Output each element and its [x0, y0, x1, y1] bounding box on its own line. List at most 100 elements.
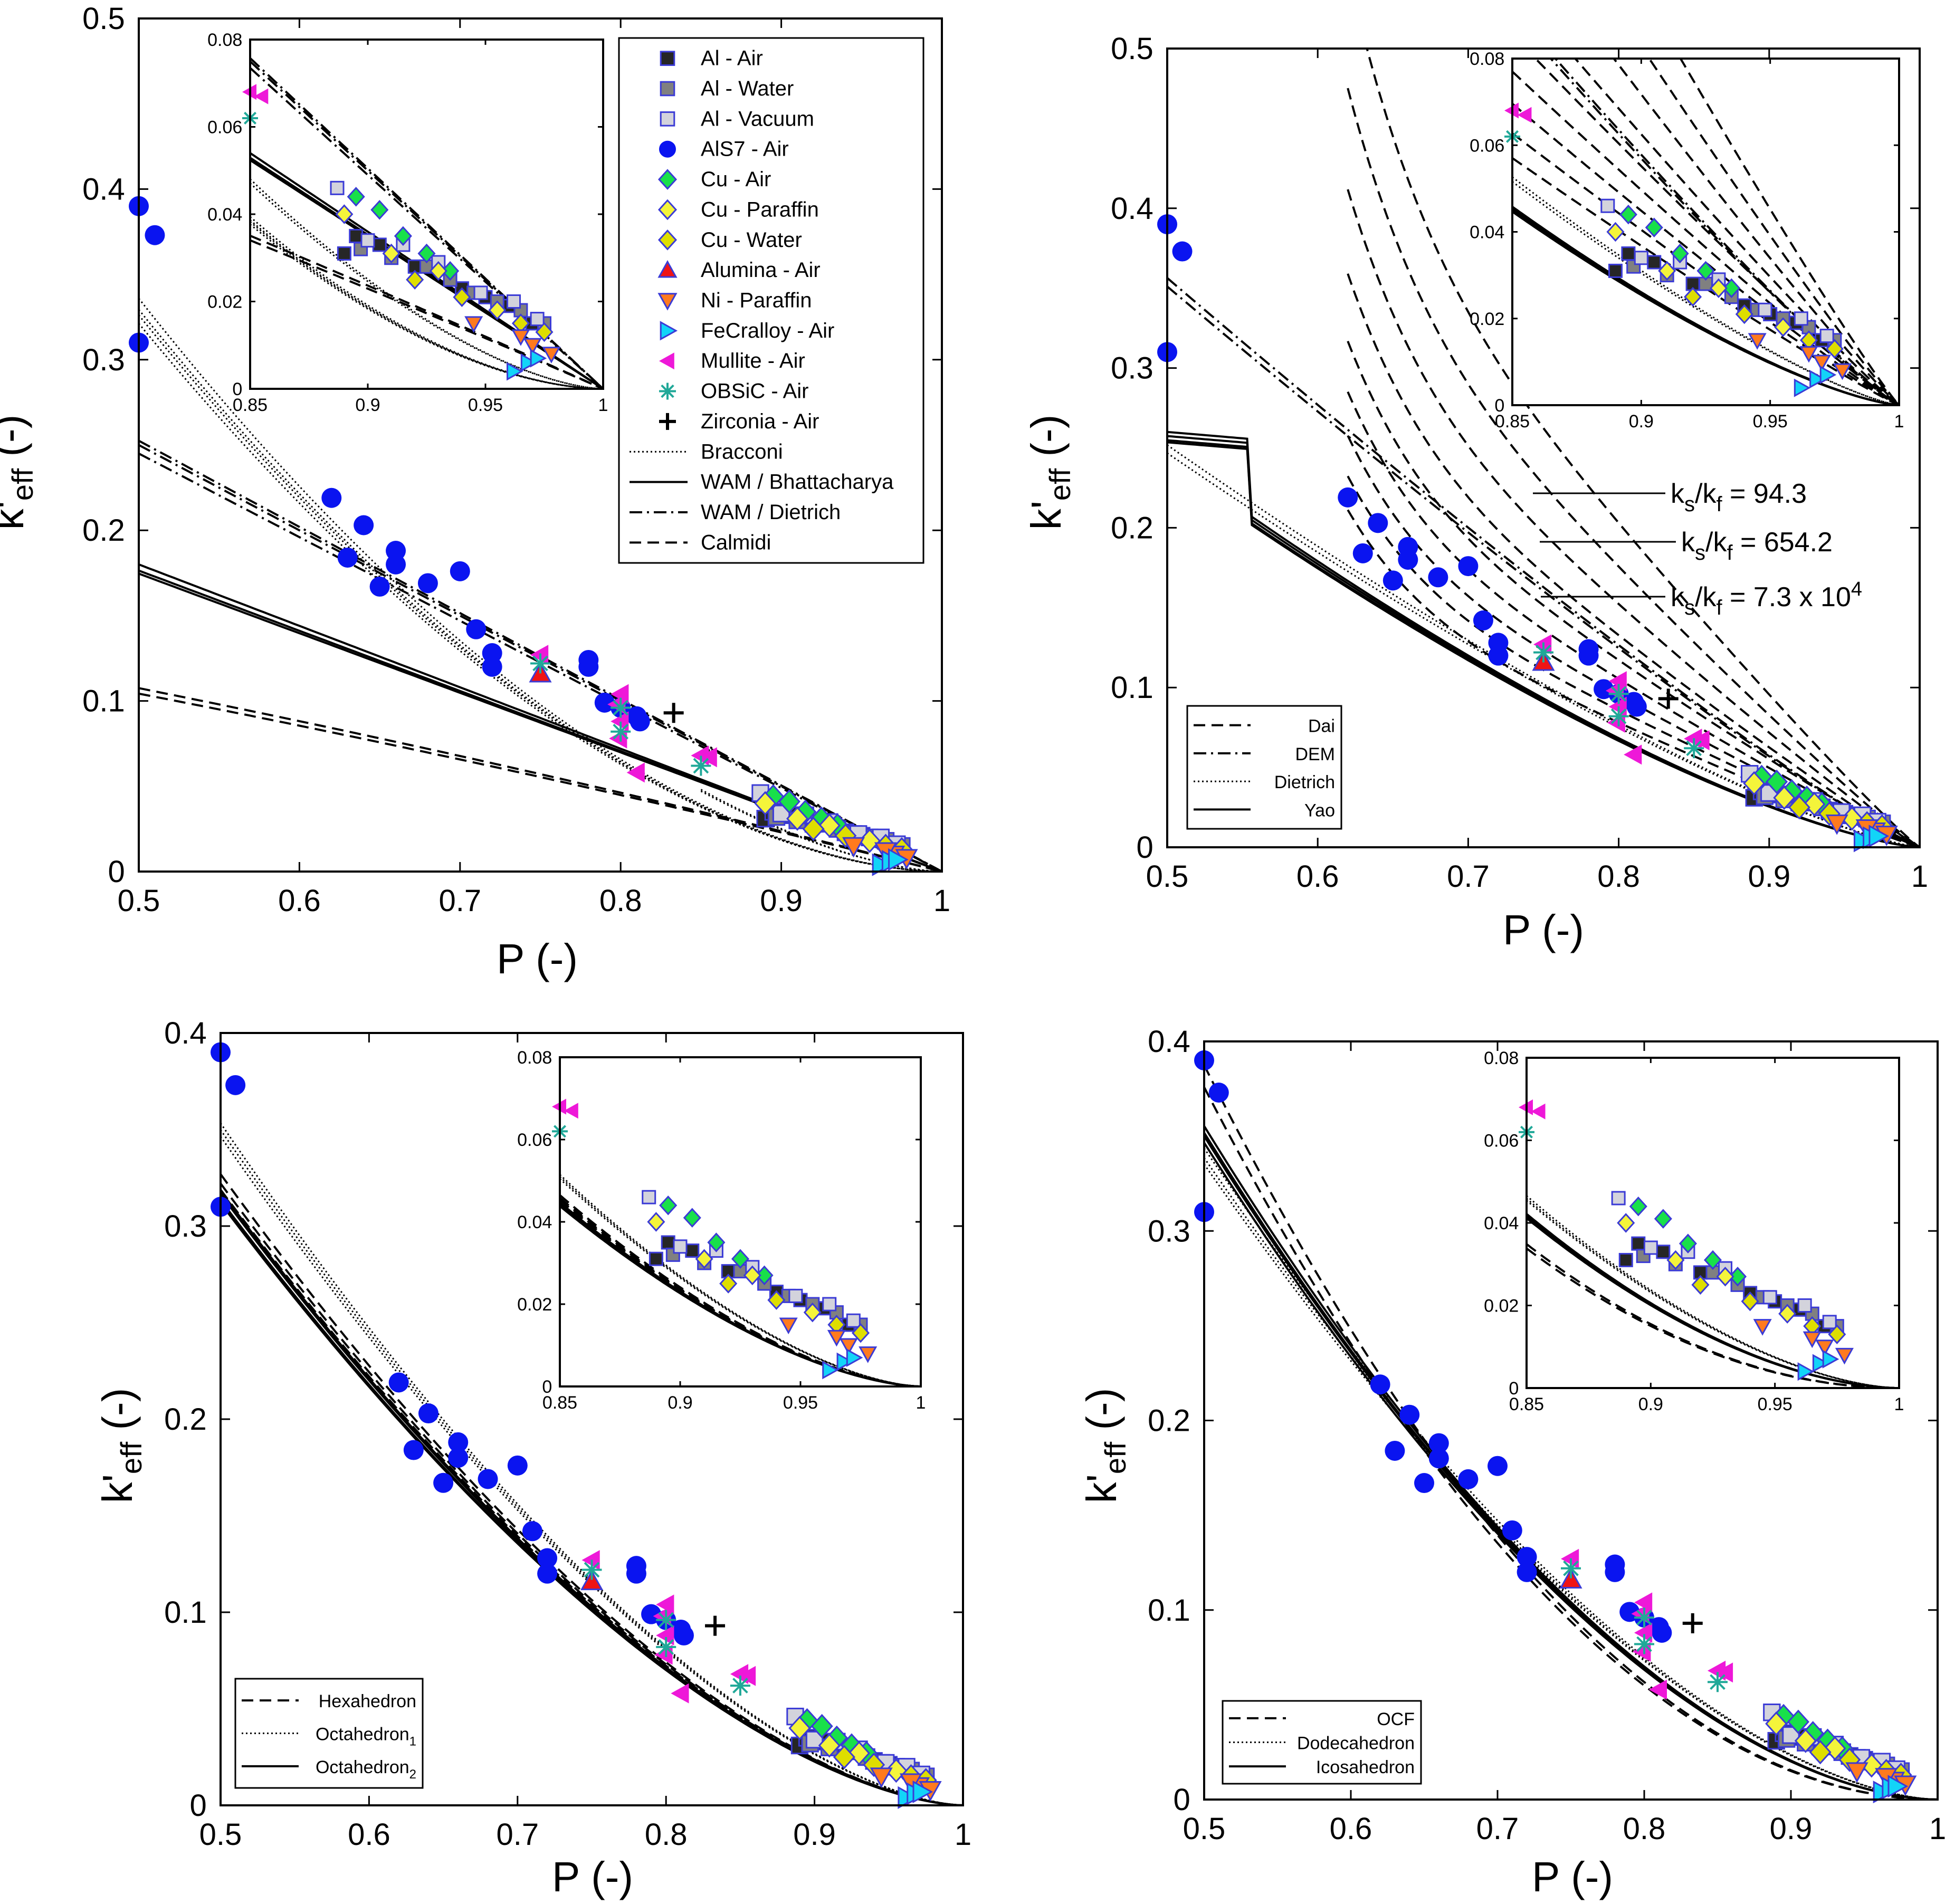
inset-D-ytick-label: 0.06: [1484, 1131, 1519, 1151]
model-curve-dashed: [1648, 59, 1899, 405]
data-point-als7: [1383, 570, 1403, 591]
data-point-ni_paraffin: [839, 1338, 858, 1355]
legend-label-text: Cu - Water: [701, 228, 802, 252]
data-point-als7: [369, 576, 390, 597]
legend-marker-fecralloy: [660, 321, 678, 341]
data-points-C: [211, 1042, 942, 1809]
y-label-unit: (-): [0, 415, 32, 468]
inset-A-ytick-label: 0.02: [207, 292, 242, 312]
legend-label: Mullite - Air: [701, 349, 805, 372]
inset-A-xtick-label: 0.95: [468, 395, 503, 415]
data-point-cu_water: [535, 322, 554, 342]
inset-B-ytick-label: 0.06: [1470, 136, 1504, 156]
data-point-cu_water: [1825, 339, 1844, 359]
data-point-als7: [386, 554, 406, 575]
model-curve-dashed: [1347, 189, 1920, 847]
data-point-als7: [1399, 1404, 1420, 1425]
data-point-al_vacuum: [772, 805, 790, 822]
data-point-cu_paraffin: [1743, 771, 1766, 796]
data-points-B: [1157, 214, 1898, 853]
model-curve-dashdot: [139, 452, 942, 872]
y-axis-label-text: k'eff (-): [1078, 1388, 1132, 1504]
main-C-xtick-label: 0.5: [199, 1817, 242, 1852]
data-point-als7: [1172, 241, 1193, 262]
legend-entry: Zirconia - Air: [659, 410, 819, 433]
model-curve-dashed: [139, 692, 942, 872]
data-point-mullite: [691, 745, 709, 766]
data-point-als7: [1626, 696, 1647, 717]
model-curve-dashdot: [250, 60, 603, 389]
legend-label: Cu - Paraffin: [701, 198, 819, 221]
data-point-obsic: [1561, 1558, 1581, 1578]
main-D-xtick-label: 1: [1929, 1812, 1945, 1846]
model-curve-dashed: [1679, 59, 1899, 405]
data-point-als7: [388, 1372, 409, 1393]
star-stroke: [584, 1562, 600, 1578]
legend-box: [1186, 705, 1342, 830]
data-point-cu_paraffin: [754, 791, 777, 816]
data-point-alumina: [1559, 1568, 1582, 1589]
data-point-al_vacuum: [1819, 329, 1834, 343]
data-point-zirconia: [705, 1615, 726, 1636]
annotation-part: s: [1695, 541, 1705, 564]
data-point-fecralloy: [1819, 365, 1837, 385]
data-point-al_air: [649, 1251, 663, 1266]
inset-D-ytick-label: 0.08: [1484, 1048, 1519, 1068]
legend-label-text: Ni - Paraffin: [701, 289, 812, 312]
data-point-als7: [448, 1432, 469, 1452]
annotation-label: ks/kf = 7.3 x 104: [1671, 578, 1862, 619]
legend-entry: Cu - Water: [657, 228, 802, 252]
inset-B-ytick-label: 0.02: [1470, 309, 1504, 329]
panel-C: [221, 1123, 963, 1805]
model-curve-dotted: [1527, 1195, 1899, 1388]
legend-entry: Mullite - Air: [659, 349, 805, 372]
y-axis-label: k'eff (-): [0, 415, 39, 530]
data-point-cu_air: [707, 1232, 726, 1252]
model-curve-dotted: [1512, 176, 1899, 405]
data-point-cu_paraffin: [1658, 261, 1676, 281]
legend-entry: Cu - Paraffin: [657, 198, 819, 221]
main-D-ytick-label: 0.1: [1148, 1593, 1190, 1628]
data-point-cu_water: [1788, 795, 1810, 820]
annotation-part: s: [1684, 596, 1695, 619]
inset-D-ytick-label: 0.02: [1484, 1296, 1519, 1316]
legend-label-text: Dietrich: [1274, 772, 1335, 792]
data-point-mullite: [737, 1666, 756, 1686]
data-point-ni_paraffin: [1825, 814, 1848, 835]
annotation-part: f: [1716, 596, 1722, 619]
data-point-al_vacuum: [1611, 1191, 1626, 1205]
data-point-ni_paraffin: [1815, 1340, 1834, 1356]
data-point-als7: [1517, 1562, 1537, 1582]
inset-A-xtick-label: 0.85: [233, 395, 268, 415]
data-point-fecralloy: [530, 349, 547, 368]
data-point-als7: [626, 1563, 646, 1584]
data-point-als7: [1338, 487, 1358, 508]
legend-entry: Icosahedron: [1229, 1757, 1415, 1777]
data-points-A: [129, 196, 918, 876]
data-point-cu_water: [833, 1745, 855, 1769]
legend-entry: Hexahedron: [242, 1691, 416, 1711]
data-point-als7: [1428, 1433, 1449, 1453]
model-curve-dashdot: [1167, 285, 1920, 847]
data-point-cu_air: [1787, 1709, 1809, 1734]
legend-label-text: Zirconia - Air: [701, 410, 819, 433]
inset-C-xtick-label: 0.85: [542, 1393, 577, 1413]
legend-label: Al - Vacuum: [701, 107, 814, 130]
main-B-ytick-label: 0.1: [1111, 671, 1153, 705]
data-point-cu_water: [863, 1753, 885, 1777]
data-point-als7: [354, 515, 374, 535]
model-curve-dotted: [560, 1176, 921, 1386]
data-point-obsic: [691, 755, 711, 776]
data-point-als7: [1398, 549, 1418, 570]
legend-entry: Alumina - Air: [657, 259, 821, 282]
model-curve-solid: [1527, 1216, 1899, 1388]
legend-entry: DEM: [1194, 744, 1335, 764]
model-curves-D: [1527, 1195, 1899, 1388]
data-point-als7: [673, 1625, 694, 1645]
legend-B: Dai DEM Dietrich Yao: [1186, 705, 1342, 830]
legend-label-text: WAM / Bhattacharya: [701, 471, 894, 494]
legend-marker-cu_water: [657, 229, 678, 251]
data-point-cu_paraffin: [818, 1733, 841, 1758]
data-point-cu_paraffin: [788, 1716, 811, 1740]
inset-D: 0.85 0.9 0.95 1 0 0.02 0.04 0.06 0.08: [1484, 1048, 1904, 1414]
